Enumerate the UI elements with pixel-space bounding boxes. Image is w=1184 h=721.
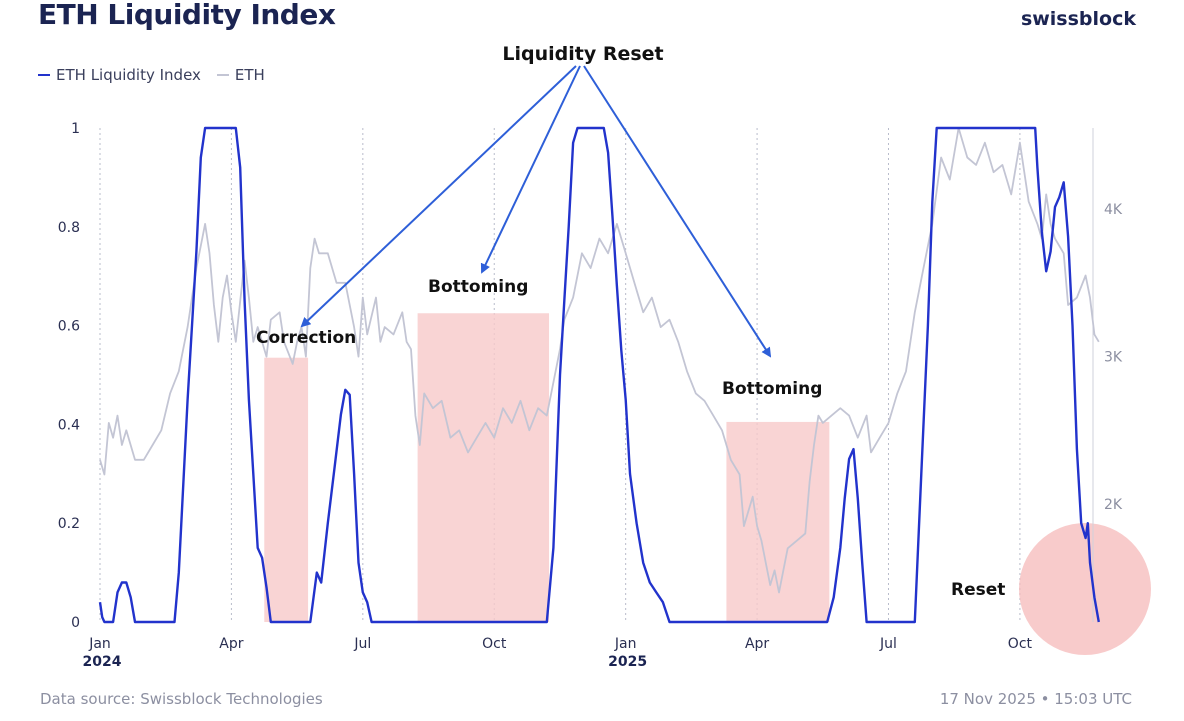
legend: ETH Liquidity Index ETH	[38, 66, 281, 84]
annotation-reset: Reset	[951, 580, 1005, 600]
axis-ticks: Jan Apr Jul Oct Jan Apr Jul Oct 2024 2025 0 0.2 0.4 0…	[58, 121, 1123, 670]
series-line-eth-liquidity-index	[98, 126, 1100, 624]
timestamp: 17 Nov 2025 • 15:03 UTC	[939, 690, 1132, 708]
shaded-region-correction	[264, 357, 309, 622]
x-tick-label: Apr	[219, 636, 243, 652]
reset-highlight-circle	[1019, 523, 1151, 655]
shaded-regions	[264, 313, 830, 622]
legend-label-index: ETH Liquidity Index	[56, 66, 201, 84]
x-tick-label: Jul	[879, 636, 897, 652]
legend-swatch-eth	[216, 74, 229, 76]
x-tick-label: Jan	[88, 636, 111, 652]
chart-title: ETH Liquidity Index	[38, 0, 336, 31]
series-lines	[98, 126, 1100, 624]
annotation-bottoming-2: Bottoming	[722, 379, 822, 399]
y-left-tick-label: 0.6	[58, 319, 80, 335]
arrow-to-bottoming-1	[480, 65, 581, 274]
y-left-tick-label: 0.8	[58, 220, 80, 236]
y-left-tick-label: 0.4	[58, 417, 80, 433]
y-left-tick-label: 0	[71, 615, 80, 631]
arrow-to-correction	[300, 65, 577, 328]
x-year-label: 2024	[83, 654, 122, 670]
x-tick-label: Oct	[482, 636, 507, 652]
brand-logo: swissblock	[1020, 8, 1136, 30]
y-left-tick-label: 1	[71, 121, 80, 137]
series-line-eth	[99, 127, 1100, 594]
legend-swatch-index	[38, 74, 50, 76]
annotation-bottoming-1: Bottoming	[428, 277, 528, 297]
y-right-tick-label: 4K	[1104, 202, 1123, 218]
legend-item-index[interactable]: ETH Liquidity Index	[38, 66, 201, 84]
arrow-to-bottoming-2	[583, 65, 772, 358]
x-tick-label: Jan	[614, 636, 637, 652]
shaded-region-bottoming	[417, 313, 550, 622]
legend-item-eth[interactable]: ETH	[216, 66, 265, 84]
data-source: Data source: Swissblock Technologies	[40, 690, 323, 708]
x-tick-label: Apr	[745, 636, 769, 652]
annotation-liquidity-reset: Liquidity Reset	[502, 43, 663, 65]
x-tick-label: Oct	[1008, 636, 1033, 652]
liquidity-reset-arrows	[300, 65, 772, 358]
x-year-label: 2025	[608, 654, 647, 670]
annotation-correction: Correction	[256, 328, 356, 348]
y-left-tick-label: 0.2	[58, 516, 80, 532]
legend-label-eth: ETH	[234, 66, 265, 84]
x-tick-label: Jul	[353, 636, 371, 652]
y-right-tick-label: 2K	[1104, 497, 1123, 513]
y-right-tick-label: 3K	[1104, 350, 1123, 366]
